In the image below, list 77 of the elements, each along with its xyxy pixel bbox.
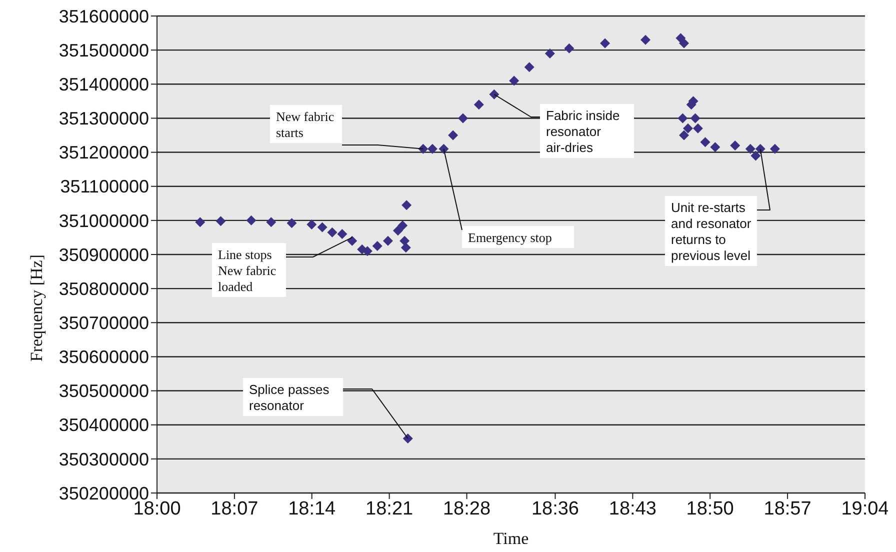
point	[216, 216, 226, 226]
annotation: Unit re-starts and resonator returns to previous level	[671, 200, 752, 263]
annotation: Emergency stop	[468, 230, 552, 245]
point	[524, 62, 534, 72]
point	[427, 144, 438, 154]
x-tick-label: 18:28	[442, 498, 491, 520]
point	[682, 123, 693, 134]
x-tick-label: 18:07	[210, 498, 258, 520]
point	[372, 240, 382, 251]
point	[710, 142, 720, 152]
point	[362, 246, 372, 256]
x-tick-label: 18:50	[686, 498, 734, 520]
point	[382, 236, 393, 246]
annotation: New fabric starts	[276, 109, 334, 140]
y-tick-label: 351400000	[58, 74, 149, 95]
x-tick-label: 18:57	[764, 498, 812, 520]
y-tick-label: 351500000	[58, 40, 149, 60]
y-tick-label: 350600000	[58, 347, 149, 368]
point	[266, 217, 276, 228]
annotation: Line stops New fabric loaded	[218, 247, 276, 294]
annotation: Fabric inside resonator air-dries	[546, 108, 620, 155]
point	[755, 144, 766, 154]
y-tick-label: 350300000	[58, 449, 149, 470]
point	[745, 144, 756, 154]
point	[474, 100, 484, 110]
point	[347, 236, 358, 246]
y-tick-label: 350900000	[58, 244, 149, 265]
y-tick-label: 350700000	[58, 313, 149, 334]
point	[678, 113, 688, 124]
point	[337, 229, 348, 240]
point	[690, 113, 700, 124]
point	[564, 43, 574, 54]
x-tick-label: 18:21	[366, 498, 414, 520]
point	[400, 242, 411, 253]
point	[286, 218, 297, 228]
point	[458, 113, 468, 124]
point	[195, 217, 206, 228]
x-tick-label: 18:36	[531, 498, 580, 520]
y-tick-label: 351200000	[58, 142, 149, 163]
y-tick-label: 351300000	[58, 108, 149, 129]
x-axis-title: Time	[493, 529, 529, 548]
y-tick-label: 351600000	[58, 6, 149, 26]
point	[317, 222, 328, 232]
point	[418, 144, 428, 154]
point	[438, 144, 449, 154]
point	[327, 227, 338, 238]
point	[448, 130, 458, 140]
annotation: Splice passes resonator	[249, 382, 330, 413]
point	[402, 200, 412, 210]
point	[544, 48, 555, 58]
y-tick-label: 351100000	[60, 176, 149, 197]
y-tick-label: 351000000	[58, 210, 149, 231]
point	[402, 433, 413, 444]
point	[392, 226, 403, 236]
y-axis-title: Frequency [Hz]	[27, 254, 46, 362]
point	[600, 38, 610, 48]
point	[679, 130, 689, 140]
point	[246, 215, 256, 226]
point	[692, 123, 703, 134]
x-tick-label: 19:04	[841, 498, 890, 520]
point	[750, 150, 761, 161]
x-tick-label: 18:43	[608, 498, 656, 520]
point	[489, 89, 500, 100]
x-tick-label: 18:14	[288, 498, 336, 520]
y-tick-label: 350500000	[58, 381, 149, 402]
point	[730, 140, 740, 150]
y-tick-label: 350800000	[58, 278, 149, 299]
y-tick-label: 350400000	[58, 415, 149, 436]
point	[400, 236, 410, 246]
x-tick-label: 18:00	[133, 498, 181, 520]
point	[770, 144, 780, 154]
point	[398, 220, 408, 231]
point	[509, 76, 520, 86]
point	[700, 137, 710, 148]
point	[306, 220, 317, 230]
point	[679, 38, 689, 48]
point	[640, 34, 651, 45]
